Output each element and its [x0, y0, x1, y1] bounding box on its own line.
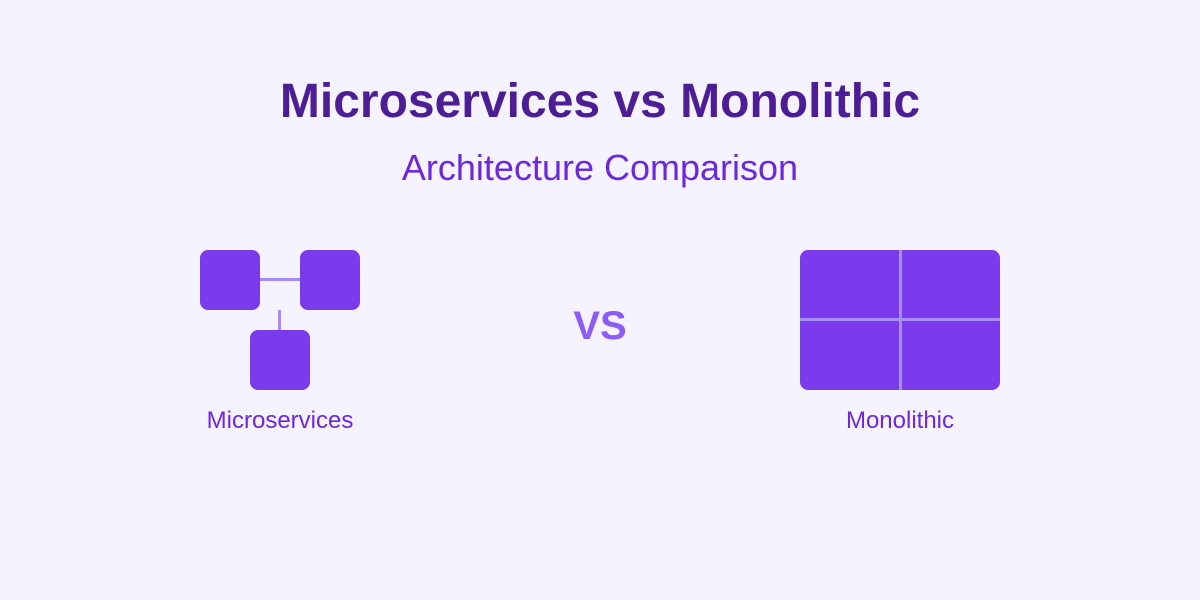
vs-label: VS	[573, 304, 627, 348]
page-subtitle: Architecture Comparison	[401, 147, 799, 188]
service-box-3	[250, 330, 310, 390]
page-title: Microservices vs Monolithic	[279, 75, 921, 128]
service-box-2	[300, 250, 360, 310]
connector-horizontal	[260, 278, 300, 281]
service-box-1	[200, 250, 260, 310]
microservices-label: Microservices	[206, 407, 354, 434]
monolithic-label: Monolithic	[845, 407, 955, 434]
connector-vertical	[278, 310, 281, 330]
divider-horizontal	[800, 318, 1000, 321]
